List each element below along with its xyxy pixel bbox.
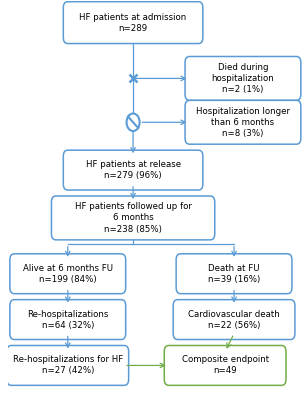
Text: Cardiovascular death
n=22 (56%): Cardiovascular death n=22 (56%) — [188, 310, 280, 330]
Text: HF patients at release
n=279 (96%): HF patients at release n=279 (96%) — [86, 160, 181, 180]
Text: Composite endpoint
n=49: Composite endpoint n=49 — [181, 355, 269, 376]
Text: HF patients at admission
n=289: HF patients at admission n=289 — [80, 12, 187, 33]
Text: Died during
hospitalization
n=2 (1%): Died during hospitalization n=2 (1%) — [211, 63, 274, 94]
FancyBboxPatch shape — [63, 2, 203, 44]
Text: HF patients followed up for
6 months
n=238 (85%): HF patients followed up for 6 months n=2… — [75, 202, 192, 234]
Text: Re-hospitalizations for HF
n=27 (42%): Re-hospitalizations for HF n=27 (42%) — [13, 355, 123, 376]
FancyBboxPatch shape — [63, 150, 203, 190]
FancyBboxPatch shape — [10, 300, 126, 340]
FancyBboxPatch shape — [51, 196, 215, 240]
FancyBboxPatch shape — [185, 56, 301, 100]
Text: Death at FU
n=39 (16%): Death at FU n=39 (16%) — [208, 264, 260, 284]
FancyBboxPatch shape — [185, 100, 301, 144]
FancyBboxPatch shape — [10, 254, 126, 294]
FancyBboxPatch shape — [7, 346, 129, 385]
Text: Alive at 6 months FU
n=199 (84%): Alive at 6 months FU n=199 (84%) — [23, 264, 113, 284]
FancyBboxPatch shape — [176, 254, 292, 294]
Text: Re-hospitalizations
n=64 (32%): Re-hospitalizations n=64 (32%) — [27, 310, 108, 330]
FancyBboxPatch shape — [173, 300, 295, 340]
Circle shape — [127, 114, 140, 131]
FancyBboxPatch shape — [164, 346, 286, 385]
Text: Hospitalization longer
than 6 months
n=8 (3%): Hospitalization longer than 6 months n=8… — [196, 107, 290, 138]
